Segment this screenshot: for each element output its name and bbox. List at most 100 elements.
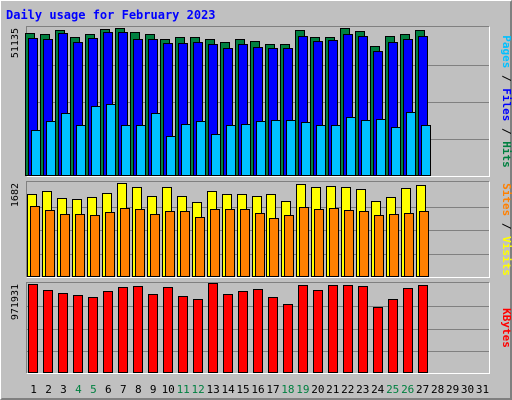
bar-pages-day-19	[301, 122, 311, 176]
ylabel-part-visits: Visits	[500, 236, 512, 276]
bar-kbytes-day-23	[358, 286, 368, 373]
bar-sites-day-16	[255, 213, 265, 277]
x-tick-label-day-16: 16	[251, 383, 264, 396]
bar-sites-day-14	[225, 209, 235, 277]
panel-border-shadow	[26, 181, 490, 278]
ylabel-kbytes: KBytes	[500, 308, 512, 348]
bar-kbytes-day-24	[373, 307, 383, 373]
bar-kbytes-day-4	[73, 295, 83, 373]
x-tick-label-day-1: 1	[30, 383, 37, 396]
bar-kbytes-day-3	[58, 293, 68, 373]
scale-label-kbytes: 971931	[10, 284, 21, 320]
bar-kbytes-day-11	[178, 296, 188, 373]
bar-pages-day-13	[211, 134, 221, 176]
bar-kbytes-day-15	[238, 291, 248, 373]
ylabel-separator: /	[500, 68, 512, 88]
panel-hits: 51135 Pages / Files / Hits	[10, 26, 512, 177]
bar-sites-day-24	[374, 215, 384, 277]
bar-sites-day-2	[45, 210, 55, 277]
bar-pages-day-21	[331, 125, 341, 176]
bar-kbytes-day-14	[223, 294, 233, 373]
x-tick-label-day-23: 23	[356, 383, 369, 396]
bar-pages-day-1	[31, 130, 41, 176]
bar-kbytes-day-26	[403, 288, 413, 373]
bar-pages-day-11	[181, 124, 191, 176]
bar-sites-day-25	[389, 214, 399, 277]
bar-pages-day-10	[166, 136, 176, 176]
bar-pages-day-23	[361, 120, 371, 176]
bar-pages-day-17	[271, 120, 281, 176]
bar-sites-day-5	[90, 215, 100, 277]
x-tick-label-day-4: 4	[75, 383, 82, 396]
chart-title: Daily usage for February 2023	[6, 8, 216, 22]
bar-sites-day-18	[284, 215, 294, 277]
bar-kbytes-day-17	[268, 297, 278, 373]
x-tick-label-day-7: 7	[120, 383, 127, 396]
bar-sites-day-7	[120, 208, 130, 277]
x-tick-label-day-24: 24	[371, 383, 385, 396]
bar-sites-day-10	[165, 211, 175, 277]
bar-pages-day-15	[241, 124, 251, 176]
bar-pages-day-20	[316, 125, 326, 176]
scale-label-sites: 1682	[10, 183, 21, 207]
bar-sites-day-22	[344, 210, 354, 277]
x-tick-label-day-28: 28	[431, 383, 444, 396]
bar-kbytes-day-18	[283, 304, 293, 373]
bar-sites-day-4	[75, 214, 85, 277]
bar-pages-day-5	[91, 106, 101, 176]
bar-kbytes-day-21	[328, 285, 338, 373]
x-tick-label-day-27: 27	[416, 383, 429, 396]
x-tick-label-day-8: 8	[135, 383, 142, 396]
x-tick-label-day-11: 11	[177, 383, 190, 396]
panel-sites: 1682 Sites / Visits	[10, 181, 512, 278]
bar-kbytes-day-13	[208, 283, 218, 373]
x-tick-label-day-12: 12	[191, 383, 204, 396]
bar-sites-day-15	[240, 209, 250, 277]
bar-sites-day-9	[150, 214, 160, 277]
bar-pages-day-6	[106, 104, 116, 176]
bar-sites-day-26	[404, 213, 414, 277]
bar-sites-day-3	[60, 214, 70, 277]
bar-kbytes-day-20	[313, 290, 323, 373]
x-tick-label-day-3: 3	[60, 383, 67, 396]
bar-kbytes-day-12	[193, 299, 203, 373]
scale-label-hits: 51135	[10, 28, 21, 58]
bar-sites-day-21	[329, 208, 339, 277]
ylabel-part-files: Files	[500, 88, 512, 121]
bar-pages-day-7	[121, 125, 131, 176]
panel-border-highlight	[26, 26, 490, 177]
x-tick-label-day-22: 22	[341, 383, 354, 396]
panel-border-highlight	[26, 181, 490, 278]
bar-pages-day-18	[286, 120, 296, 176]
bar-kbytes-day-27	[418, 285, 428, 373]
x-tick-label-day-29: 29	[446, 383, 459, 396]
bar-sites-day-19	[299, 207, 309, 277]
x-tick-label-day-6: 6	[105, 383, 112, 396]
x-tick-label-day-9: 9	[150, 383, 157, 396]
bar-sites-day-1	[30, 206, 40, 277]
panel-border-shadow	[26, 282, 490, 374]
ylabel-part-pages: Pages	[500, 35, 512, 68]
bar-pages-day-8	[136, 125, 146, 176]
bar-kbytes-day-6	[103, 291, 113, 373]
bar-sites-day-23	[359, 211, 369, 277]
x-tick-label-day-2: 2	[45, 383, 52, 396]
ylabel-hits: Pages / Files / Hits	[500, 35, 512, 168]
x-tick-label-day-15: 15	[236, 383, 249, 396]
bar-pages-day-4	[76, 125, 86, 176]
bar-pages-day-26	[406, 112, 416, 176]
ylabel-sites: Sites / Visits	[500, 183, 512, 276]
bar-pages-day-12	[196, 121, 206, 176]
bar-sites-day-12	[195, 217, 205, 277]
x-tick-label-day-31: 31	[476, 383, 489, 396]
bar-sites-day-20	[314, 209, 324, 277]
x-tick-label-day-14: 14	[221, 383, 235, 396]
chart-panels: 51135 Pages / Files / Hits 1682 Sites / Vis…	[10, 26, 512, 374]
x-tick-label-day-13: 13	[206, 383, 219, 396]
bar-kbytes-day-2	[43, 290, 53, 373]
ylabel-part-sites: Sites	[500, 183, 512, 216]
bar-kbytes-day-22	[343, 285, 353, 373]
bar-sites-day-13	[210, 209, 220, 277]
